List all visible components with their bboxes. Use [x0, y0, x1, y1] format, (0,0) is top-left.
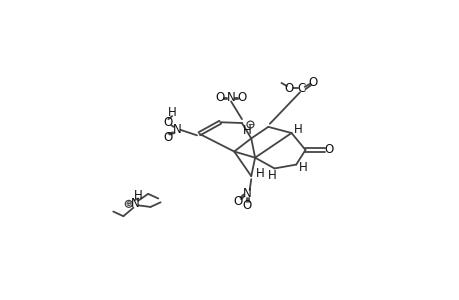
Text: O: O: [242, 199, 252, 212]
Text: ⊕: ⊕: [126, 201, 131, 207]
Text: −: −: [247, 120, 253, 129]
Text: O: O: [162, 131, 172, 144]
Text: O: O: [237, 91, 246, 104]
Text: N: N: [130, 197, 139, 210]
Text: H: H: [293, 123, 302, 136]
Text: H: H: [134, 189, 142, 202]
Text: N: N: [226, 91, 235, 104]
Text: C: C: [297, 82, 305, 95]
Text: H: H: [242, 124, 251, 137]
Text: H: H: [256, 167, 264, 180]
Text: O: O: [284, 82, 293, 95]
Text: H: H: [168, 106, 176, 119]
Text: N: N: [242, 187, 251, 200]
Text: N: N: [172, 123, 181, 136]
Text: O: O: [215, 91, 224, 104]
Text: H: H: [267, 169, 276, 182]
Text: H: H: [298, 161, 307, 174]
Text: O: O: [163, 116, 173, 129]
Text: O: O: [324, 143, 333, 157]
Text: O: O: [233, 195, 242, 208]
Text: O: O: [308, 76, 317, 89]
